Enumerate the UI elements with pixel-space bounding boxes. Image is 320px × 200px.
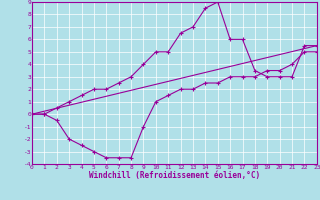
X-axis label: Windchill (Refroidissement éolien,°C): Windchill (Refroidissement éolien,°C) xyxy=(89,171,260,180)
